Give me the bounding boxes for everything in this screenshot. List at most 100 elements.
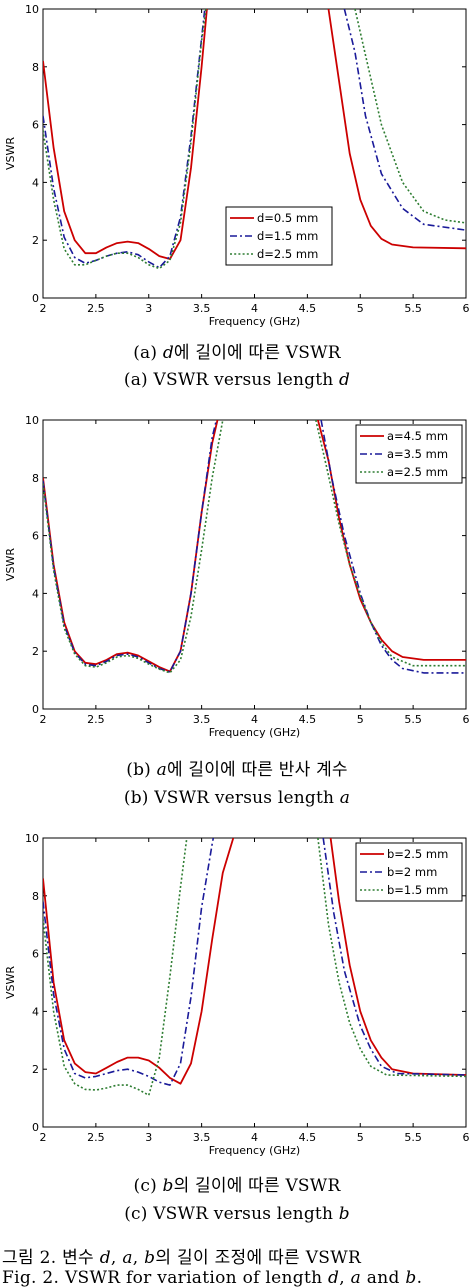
x-axis-label: Frequency (GHz) xyxy=(209,1144,300,1157)
x-tick-label: 3 xyxy=(145,1131,152,1144)
figure-caption-variable: b xyxy=(405,1268,417,1288)
legend: b=2.5 mm b=2 mm b=1.5 mm xyxy=(355,842,463,902)
y-axis-label: VSWR xyxy=(4,548,17,581)
caption-c-korean: (c) b의 길이에 따른 VSWR xyxy=(0,1176,474,1196)
x-tick-label: 2.5 xyxy=(87,713,105,726)
caption-text: (c) VSWR versus length xyxy=(124,1204,339,1224)
y-tick-label: 8 xyxy=(32,890,39,903)
caption-text: 에 길이에 따른 VSWR xyxy=(173,343,341,363)
series-line xyxy=(43,838,466,1086)
caption-text: 의 길이에 따른 VSWR xyxy=(173,1176,341,1196)
y-tick-label: 10 xyxy=(25,414,39,427)
series-line xyxy=(43,838,466,1085)
legend: d=0.5 mm d=1.5 mm d=2.5 mm xyxy=(225,206,333,266)
caption-prefix: (b) xyxy=(126,760,157,780)
caption-variable: b xyxy=(162,1176,174,1196)
y-tick-label: 4 xyxy=(32,587,39,600)
figure-caption-text: . xyxy=(416,1268,423,1288)
y-tick-label: 10 xyxy=(25,832,39,845)
x-tick-label: 2 xyxy=(40,1131,47,1144)
legend-label: b=2.5 mm xyxy=(387,847,448,861)
x-tick-label: 3.5 xyxy=(193,1131,211,1144)
x-tick-label: 3 xyxy=(145,302,152,315)
legend-label: d=0.5 mm xyxy=(257,211,318,225)
x-tick-label: 3 xyxy=(145,713,152,726)
caption-text: (a) VSWR versus length xyxy=(123,370,339,390)
y-axis-label: VSWR xyxy=(4,966,17,999)
legend-label: b=1.5 mm xyxy=(387,883,448,897)
caption-b-english: (b) VSWR versus length a xyxy=(0,788,474,808)
x-tick-label: 2 xyxy=(40,302,47,315)
caption-variable: d xyxy=(162,343,174,363)
x-tick-label: 6 xyxy=(463,713,470,726)
legend-label: a=3.5 mm xyxy=(387,447,448,461)
caption-b-korean: (b) a에 길이에 따른 반사 계수 xyxy=(0,760,474,780)
x-axis-label: Frequency (GHz) xyxy=(209,315,300,328)
x-tick-label: 5 xyxy=(357,1131,364,1144)
caption-prefix: (a) xyxy=(133,343,163,363)
x-tick-label: 4 xyxy=(251,713,258,726)
y-tick-label: 0 xyxy=(32,292,39,305)
legend-label: a=2.5 mm xyxy=(387,465,448,479)
y-tick-label: 0 xyxy=(32,703,39,716)
figure-caption-variable: b xyxy=(144,1248,156,1268)
y-tick-label: 0 xyxy=(32,1121,39,1134)
x-tick-label: 5 xyxy=(357,713,364,726)
x-tick-label: 4.5 xyxy=(299,713,317,726)
series-line xyxy=(43,838,466,1096)
legend-label: d=2.5 mm xyxy=(257,247,318,261)
figure-caption-text: , xyxy=(110,1248,123,1268)
caption-variable: a xyxy=(156,760,167,780)
y-tick-label: 2 xyxy=(32,234,39,247)
caption-a-korean: (a) d에 길이에 따른 VSWR xyxy=(0,343,474,363)
y-tick-label: 2 xyxy=(32,1063,39,1076)
figure-caption-variable: d xyxy=(328,1268,340,1288)
legend-label: d=1.5 mm xyxy=(257,229,318,243)
x-tick-label: 5.5 xyxy=(404,302,422,315)
y-tick-label: 6 xyxy=(32,119,39,132)
series-line xyxy=(43,420,466,674)
y-tick-label: 6 xyxy=(32,530,39,543)
caption-text: (b) VSWR versus length xyxy=(123,788,340,808)
caption-variable: b xyxy=(338,1204,350,1224)
caption-c-english: (c) VSWR versus length b xyxy=(0,1204,474,1224)
legend: a=4.5 mm a=3.5 mm a=2.5 mm xyxy=(355,424,463,484)
x-tick-label: 5.5 xyxy=(404,713,422,726)
figure-caption-text: and xyxy=(361,1268,406,1288)
y-tick-label: 2 xyxy=(32,645,39,658)
figure-caption-english: Fig. 2. VSWR for variation of length d, … xyxy=(2,1268,422,1288)
figure-caption-korean: 그림 2. 변수 d, a, b의 길이 조정에 따른 VSWR xyxy=(2,1243,361,1268)
figure-caption-text: , xyxy=(339,1268,351,1288)
figure-caption-text: 의 길이 조정에 따른 VSWR xyxy=(155,1248,362,1268)
y-tick-label: 10 xyxy=(25,3,39,16)
caption-prefix: (c) xyxy=(133,1176,163,1196)
x-axis-label: Frequency (GHz) xyxy=(209,726,300,739)
legend-box xyxy=(355,424,463,484)
figure-caption-variable: d xyxy=(99,1248,111,1268)
legend-box xyxy=(355,842,463,902)
x-tick-label: 4.5 xyxy=(299,1131,317,1144)
caption-variable: d xyxy=(339,370,351,390)
x-tick-label: 4 xyxy=(251,1131,258,1144)
figure-caption-variable: a xyxy=(350,1268,362,1288)
figure-caption-text: , xyxy=(132,1248,145,1268)
x-tick-label: 5.5 xyxy=(404,1131,422,1144)
legend-box xyxy=(225,206,333,266)
x-tick-label: 4.5 xyxy=(299,302,317,315)
y-tick-label: 6 xyxy=(32,948,39,961)
x-tick-label: 2.5 xyxy=(87,1131,105,1144)
x-tick-label: 6 xyxy=(463,1131,470,1144)
y-axis-label: VSWR xyxy=(4,137,17,170)
x-tick-label: 4 xyxy=(251,302,258,315)
caption-a-english: (a) VSWR versus length d xyxy=(0,370,474,390)
series-line xyxy=(43,9,466,260)
caption-text: 에 길이에 따른 반사 계수 xyxy=(166,760,348,780)
x-tick-label: 2.5 xyxy=(87,302,105,315)
y-tick-label: 4 xyxy=(32,1005,39,1018)
x-tick-label: 6 xyxy=(463,302,470,315)
figure-caption-text: 그림 2. 변수 xyxy=(2,1248,100,1268)
figure-caption-variable: a xyxy=(122,1248,133,1268)
legend-label: b=2 mm xyxy=(387,865,437,879)
